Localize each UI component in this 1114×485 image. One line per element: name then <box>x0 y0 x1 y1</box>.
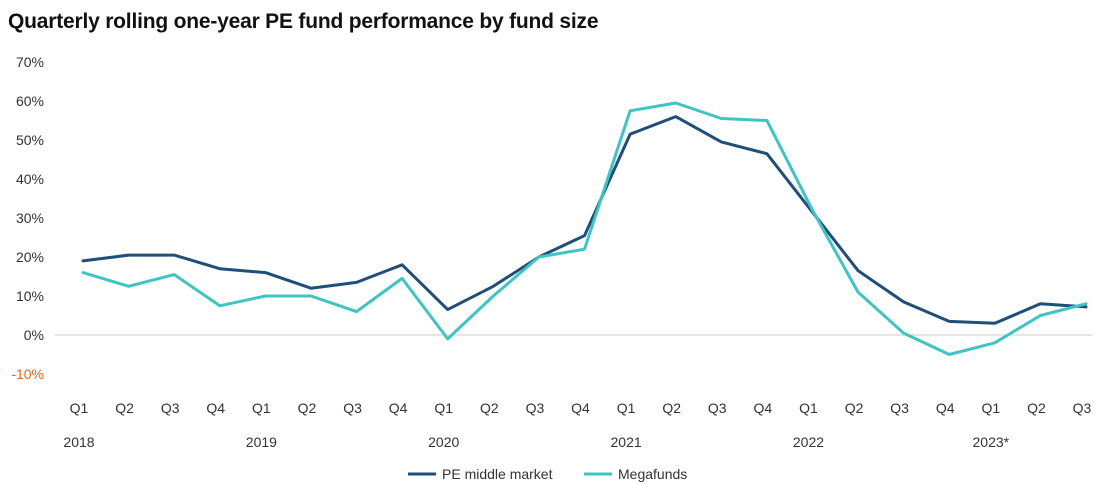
x-tick-label: Q1 <box>70 400 89 416</box>
year-label: 2019 <box>246 434 277 450</box>
y-tick-label: -10% <box>11 366 44 382</box>
y-tick-label: 20% <box>16 249 44 265</box>
chart-title: Quarterly rolling one-year PE fund perfo… <box>8 10 599 33</box>
x-tick-label: Q1 <box>981 400 1000 416</box>
x-tick-label: Q3 <box>161 400 180 416</box>
y-tick-label: 70% <box>16 54 44 70</box>
legend: PE middle market Megafunds <box>408 466 687 482</box>
y-axis-ticks: 70% 60% 50% 40% 30% 20% 10% 0% -10% <box>11 54 44 382</box>
series-line-megafunds <box>81 101 1088 356</box>
year-label: 2021 <box>611 434 642 450</box>
x-tick-label: Q2 <box>845 400 864 416</box>
series-line-pe-middle-market <box>81 115 1088 325</box>
y-tick-label: 0% <box>24 327 44 343</box>
year-label: 2022 <box>793 434 824 450</box>
x-tick-label: Q4 <box>936 400 955 416</box>
year-label: 2018 <box>63 434 94 450</box>
x-tick-label: Q4 <box>754 400 773 416</box>
legend-item-megafunds: Megafunds <box>584 466 687 482</box>
legend-label: PE middle market <box>442 466 553 482</box>
y-tick-label: 60% <box>16 93 44 109</box>
x-axis-year-labels: 2018 2019 2020 2021 2022 2023* <box>63 434 1009 450</box>
x-tick-label: Q2 <box>1027 400 1046 416</box>
y-tick-label: 40% <box>16 171 44 187</box>
x-tick-label: Q4 <box>571 400 590 416</box>
y-tick-label: 30% <box>16 210 44 226</box>
year-label: 2023* <box>973 434 1010 450</box>
x-tick-label: Q3 <box>343 400 362 416</box>
x-tick-label: Q1 <box>252 400 271 416</box>
year-label: 2020 <box>428 434 459 450</box>
x-tick-label: Q3 <box>526 400 545 416</box>
x-tick-label: Q1 <box>617 400 636 416</box>
x-tick-label: Q3 <box>708 400 727 416</box>
x-tick-label: Q2 <box>298 400 317 416</box>
legend-item-pe-middle-market: PE middle market <box>408 466 553 482</box>
x-tick-label: Q3 <box>890 400 909 416</box>
y-tick-label: 50% <box>16 132 44 148</box>
x-tick-label: Q2 <box>662 400 681 416</box>
x-tick-label: Q4 <box>389 400 408 416</box>
x-tick-label: Q1 <box>434 400 453 416</box>
x-axis-quarter-ticks: Q1 Q2 Q3 Q4 Q1 Q2 Q3 Q4 Q1 Q2 Q3 Q4 Q1 Q2 Q3 Q4 Q1 Q2 Q3 Q4… <box>70 400 1092 416</box>
y-tick-label: 10% <box>16 288 44 304</box>
x-tick-label: Q4 <box>206 400 225 416</box>
legend-label: Megafunds <box>618 466 687 482</box>
x-tick-label: Q3 <box>1073 400 1092 416</box>
x-tick-label: Q2 <box>115 400 134 416</box>
series-lines <box>81 101 1088 356</box>
x-tick-label: Q1 <box>799 400 818 416</box>
x-tick-label: Q2 <box>480 400 499 416</box>
